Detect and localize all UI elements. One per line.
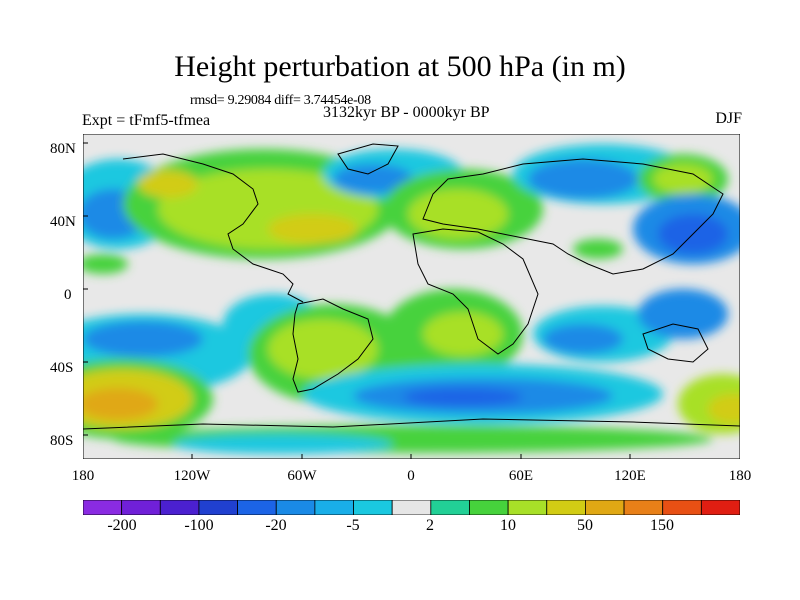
- lat-label-80s: 80S: [50, 433, 74, 449]
- colorbar-swatch: [700, 500, 740, 515]
- contour-map: [83, 134, 740, 459]
- colorbar-swatch: [237, 500, 277, 515]
- colorbar-label: -200: [107, 517, 137, 534]
- coastlines: [83, 143, 740, 430]
- colorbar-label: -5: [346, 517, 360, 534]
- colorbar-swatch: [469, 500, 509, 515]
- colorbar-swatch: [585, 500, 625, 515]
- lon-label-0: 0: [407, 468, 415, 484]
- lon-label-180e: 180: [728, 468, 752, 484]
- contour-fields: [83, 144, 740, 454]
- colorbar-swatch: [391, 500, 432, 515]
- lat-label-0: 0: [64, 287, 72, 303]
- colorbar-label: 2: [426, 517, 434, 534]
- colorbar: [83, 500, 740, 515]
- lon-label-60e: 60E: [508, 468, 534, 484]
- colorbar-swatch: [430, 500, 470, 515]
- colorbar-swatch: [662, 500, 702, 515]
- lon-label-120e: 120E: [614, 468, 646, 484]
- map-ticks: [83, 142, 631, 459]
- colorbar-swatch: [353, 500, 393, 515]
- colorbar-swatch: [275, 500, 316, 515]
- colorbar-label: -20: [265, 517, 287, 534]
- season-label: DJF: [715, 110, 742, 127]
- experiment-label: Expt = tFmf5-tfmea: [82, 112, 211, 129]
- colorbar-swatch: [83, 500, 123, 515]
- lon-label-60w: 60W: [287, 468, 317, 484]
- colorbar-swatch: [507, 500, 548, 515]
- lat-label-40n: 40N: [50, 214, 76, 230]
- colorbar-label: 10: [500, 517, 516, 534]
- colorbar-label: -100: [184, 517, 214, 534]
- colorbar-swatch: [546, 500, 586, 515]
- lat-label-40s: 40S: [50, 360, 74, 376]
- colorbar-swatch: [121, 500, 161, 515]
- lat-label-80n: 80N: [50, 141, 76, 157]
- rmsd-diff-stats: rmsd= 9.29084 diff= 3.74454e-08: [190, 93, 371, 108]
- colorbar-label: 50: [577, 517, 593, 534]
- period-label: 3132kyr BP - 0000kyr BP: [323, 104, 490, 121]
- colorbar-label: 150: [650, 517, 674, 534]
- lon-label-180w: 180: [71, 468, 95, 484]
- plot-title: Height perturbation at 500 hPa (in m): [174, 50, 626, 83]
- colorbar-swatch: [159, 500, 200, 515]
- colorbar-swatch: [314, 500, 354, 515]
- colorbar-swatch: [623, 500, 664, 515]
- colorbar-swatch: [198, 500, 238, 515]
- lon-label-120w: 120W: [173, 468, 211, 484]
